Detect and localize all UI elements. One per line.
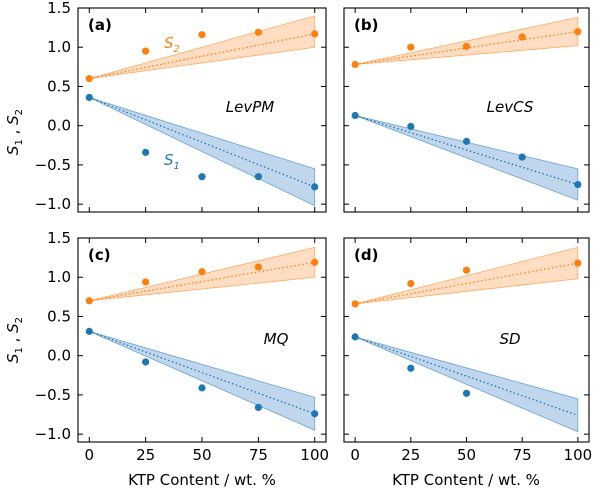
confidence-band-s1: [354, 336, 579, 433]
y-tick-label: 1.0: [47, 38, 71, 56]
data-point-s1: [518, 153, 526, 161]
data-point-s1: [254, 173, 262, 181]
panel-4: 0 25 50 75 100 (d) SD: [343, 237, 593, 464]
x-tick-label: 100: [300, 446, 329, 464]
series-label-s2: S2: [164, 34, 180, 55]
data-point-s1: [85, 327, 93, 335]
x-tick-label: 0: [84, 446, 94, 464]
confidence-band-s2: [89, 15, 316, 80]
x-tick-label: 0: [350, 446, 360, 464]
data-point-s1: [407, 364, 415, 372]
data-point-s1: [311, 183, 319, 191]
data-point-s2: [462, 42, 471, 51]
ylabel-bottom: S1 , S2: [4, 317, 25, 363]
data-point-s2: [351, 60, 359, 69]
fit-line-s1: [89, 330, 315, 415]
y-tick-label: 0.5: [47, 307, 71, 325]
data-point-s2: [142, 278, 150, 286]
y-tick-label: −1.0: [35, 195, 71, 213]
data-point-s1: [85, 93, 93, 102]
fit-line-s1: [354, 336, 579, 416]
series-label-s1: S1: [164, 151, 180, 172]
fit-line-s1: [89, 96, 315, 188]
data-point-s2: [85, 75, 93, 83]
data-point-s2: [407, 279, 415, 288]
method-label: LevPM: [226, 98, 275, 116]
x-tick-label: 25: [401, 446, 420, 464]
data-point-s2: [142, 47, 150, 55]
fit-line-s2: [355, 262, 578, 305]
data-point-s2: [407, 43, 415, 51]
panels: −1.0 −0.5 0.0 0.5 1.0 1.5 (a) LevPM S1 S2 (b) LevCS…: [35, 0, 593, 464]
data-point-s1: [142, 358, 150, 366]
data-point-s2: [254, 28, 262, 36]
x-tick-label: 75: [249, 446, 268, 464]
data-point-s2: [311, 30, 319, 38]
data-point-s2: [311, 258, 319, 266]
panel-tag: (a): [88, 16, 112, 34]
data-point-s2: [351, 300, 359, 308]
data-point-s2: [518, 33, 526, 41]
x-tick-label: 25: [136, 446, 155, 464]
panel-1: −1.0 −0.5 0.0 0.5 1.0 1.5 (a) LevPM S1 S2: [35, 0, 327, 213]
fit-line-s2: [89, 33, 315, 80]
y-tick-label: 1.5: [47, 229, 71, 247]
ylabel-top: S1 , S2: [4, 109, 25, 155]
y-tick-label: −0.5: [35, 386, 71, 404]
data-point-s1: [407, 122, 415, 131]
panel-tag: (c): [88, 246, 111, 264]
y-tick-label: 0.0: [47, 347, 71, 365]
data-point-s1: [142, 148, 150, 156]
y-tick-label: 0.0: [47, 117, 71, 135]
y-tick-label: 1.0: [47, 268, 71, 286]
data-point-s1: [351, 111, 359, 120]
data-point-s2: [574, 259, 582, 267]
panel-2: (b) LevCS: [343, 7, 590, 213]
xlabel-left: KTP Content / wt. %: [128, 471, 276, 489]
data-point-s1: [574, 180, 582, 189]
data-point-s2: [254, 263, 262, 271]
y-tick-label: 1.5: [47, 0, 71, 17]
data-point-s1: [462, 137, 471, 145]
xlabel-right: KTP Content / wt. %: [392, 471, 540, 489]
data-point-s1: [198, 173, 206, 181]
data-point-s2: [198, 31, 206, 39]
x-tick-label: 50: [457, 446, 476, 464]
y-tick-label: −0.5: [35, 156, 71, 174]
x-tick-label: 100: [564, 446, 593, 464]
data-point-s1: [462, 389, 471, 397]
y-tick-label: −1.0: [35, 425, 71, 443]
method-label: LevCS: [487, 98, 534, 116]
data-point-s1: [311, 410, 319, 418]
y-tick-label: 0.5: [47, 77, 71, 95]
panel-tag: (d): [354, 246, 378, 264]
method-label: SD: [499, 330, 520, 348]
confidence-band-s2: [355, 246, 579, 305]
panel-3: 0 25 50 75 100 −1.0 −0.5 0.0 0.5 1.0 1.5 (c) MQ: [35, 229, 329, 464]
data-point-s1: [198, 384, 206, 392]
confidence-band-s1: [354, 115, 579, 201]
data-point-s1: [254, 403, 262, 412]
panel-tag: (b): [354, 16, 378, 34]
data-point-s2: [462, 266, 471, 274]
data-point-s2: [85, 297, 93, 305]
method-label: MQ: [264, 330, 289, 348]
x-tick-label: 75: [513, 446, 532, 464]
fit-line-s1: [354, 114, 579, 186]
data-point-s2: [574, 27, 582, 36]
confidence-band-s1: [89, 97, 316, 207]
data-point-s1: [351, 333, 359, 341]
data-point-s2: [198, 268, 206, 276]
confidence-band-s2: [355, 16, 579, 65]
x-tick-label: 50: [192, 446, 211, 464]
